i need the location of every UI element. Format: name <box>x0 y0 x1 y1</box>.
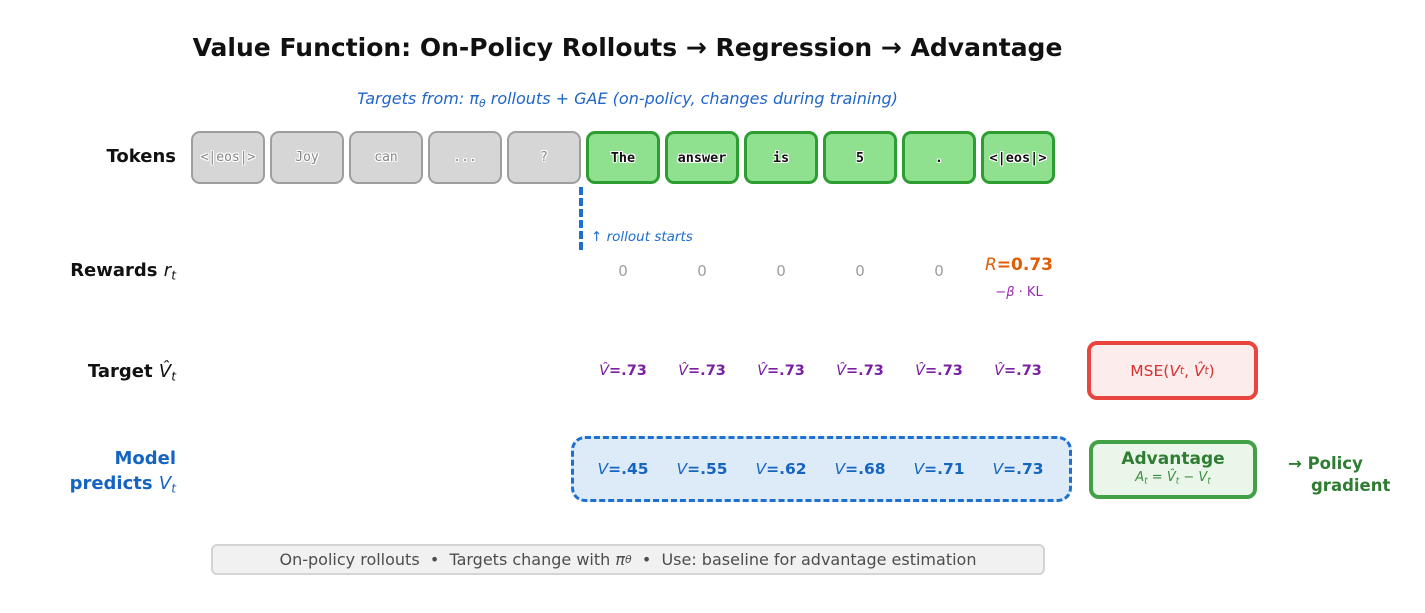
model-value: V=.71 <box>913 460 965 478</box>
target-value-list: V̂=.73 V̂=.73 V̂=.73 V̂=.73 V̂=.73 V̂=.7… <box>586 358 1055 384</box>
target-value: V̂=.73 <box>678 363 726 379</box>
model-predicts-label: Model predicts Vt <box>0 446 176 501</box>
reward-value: 0 <box>776 262 786 280</box>
rollout-token: answer <box>665 131 739 184</box>
reward-value: 0 <box>697 262 707 280</box>
rollout-token: 5 <box>823 131 897 184</box>
target-value: V̂=.73 <box>994 363 1042 379</box>
rollout-token: <|eos|> <box>981 131 1055 184</box>
policy-gradient-line1: → Policy <box>1288 454 1363 473</box>
rollout-token: is <box>744 131 818 184</box>
tokens-row-label: Tokens <box>106 146 176 167</box>
model-value: V=.55 <box>676 460 728 478</box>
prompt-token: ? <box>507 131 581 184</box>
target-row-label: Target V̂t <box>87 361 176 384</box>
kl-penalty-term: −β · KL <box>995 285 1043 300</box>
reward-value: 0 <box>855 262 865 280</box>
policy-gradient-line2: gradient <box>1311 476 1391 495</box>
prompt-token: <|eos|> <box>191 131 265 184</box>
advantage-title: Advantage <box>1121 448 1225 469</box>
subtitle: Targets from: πθ rollouts + GAE (on-poli… <box>357 89 898 111</box>
target-value: V̂=.73 <box>757 363 805 379</box>
advantage-formula: At = V̂t − Vt <box>1135 469 1211 487</box>
prompt-token-list: <|eos|> Joy can ... ? <box>191 131 581 184</box>
model-value: V=.68 <box>834 460 886 478</box>
rollout-token: . <box>902 131 976 184</box>
reward-value: 0 <box>934 262 944 280</box>
reward-value: 0 <box>618 262 628 280</box>
rollout-token: The <box>586 131 660 184</box>
model-predicts-label-line1: Model <box>114 448 176 469</box>
rollout-start-note: ↑ rollout starts <box>591 229 693 245</box>
target-value: V̂=.73 <box>599 363 647 379</box>
model-value: V=.45 <box>597 460 649 478</box>
model-value-list: V=.45 V=.55 V=.62 V=.68 V=.71 V=.73 <box>586 456 1055 482</box>
rewards-zero-list: 0 0 0 0 0 <box>586 259 976 283</box>
model-value: V=.73 <box>992 460 1044 478</box>
model-predictions-dashed-box <box>571 436 1072 502</box>
rewards-row-label: Rewards rt <box>70 260 176 283</box>
advantage-box: Advantage At = V̂t − Vt <box>1089 440 1257 499</box>
prompt-token: Joy <box>270 131 344 184</box>
model-predicts-label-line2: predicts Vt <box>69 473 176 496</box>
footer-note: On-policy rollouts • Targets change with… <box>211 544 1045 575</box>
final-reward: R=0.73 <box>984 255 1053 275</box>
policy-gradient-note: → Policy gradient <box>1288 453 1390 497</box>
prompt-token: ... <box>428 131 502 184</box>
rollout-start-dashed-line <box>579 187 583 250</box>
prompt-token: can <box>349 131 423 184</box>
rollout-token-list: The answer is 5 . <|eos|> <box>586 131 1055 184</box>
target-value: V̂=.73 <box>836 363 884 379</box>
page-title: Value Function: On-Policy Rollouts → Reg… <box>192 33 1063 62</box>
model-value: V=.62 <box>755 460 807 478</box>
target-value: V̂=.73 <box>915 363 963 379</box>
